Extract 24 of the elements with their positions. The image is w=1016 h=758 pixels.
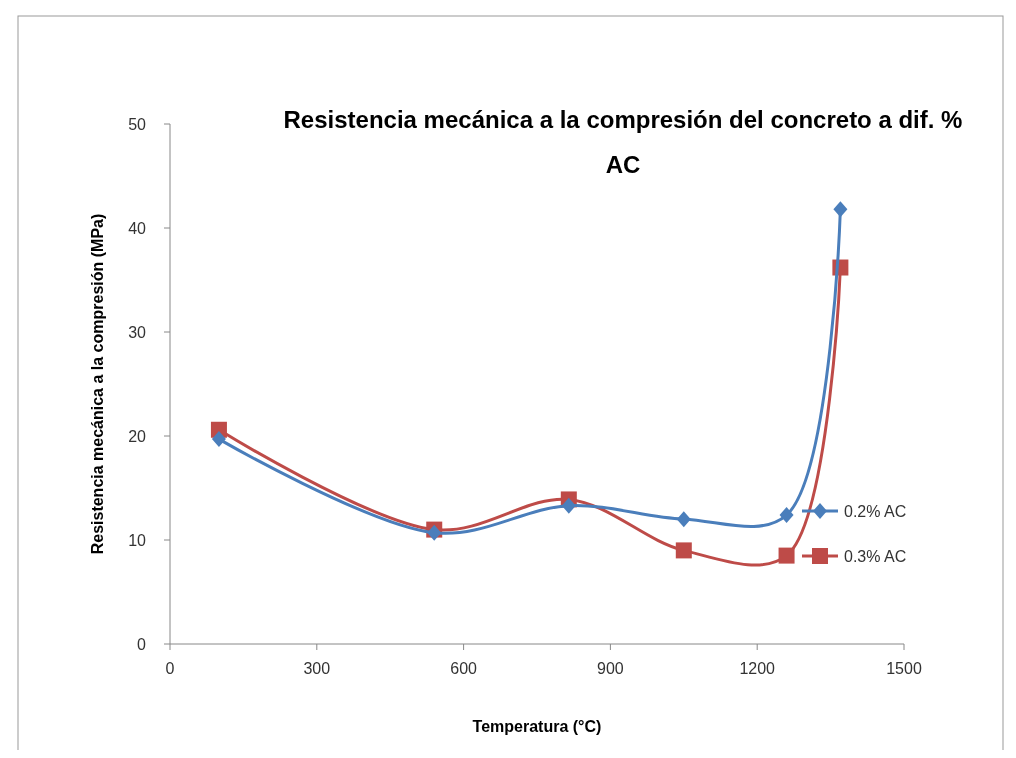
point xyxy=(833,201,848,218)
x-tick-label: 1500 xyxy=(886,660,922,677)
y-tick-label: 20 xyxy=(128,428,147,445)
point xyxy=(779,507,794,524)
x-tick-label: 600 xyxy=(450,660,478,677)
y-tick-label: 0 xyxy=(137,636,147,653)
x-tick-label: 0 xyxy=(165,660,175,677)
y-tick-label: 30 xyxy=(128,324,147,341)
point xyxy=(675,542,692,559)
x-axis-title: Temperatura (°C) xyxy=(472,718,602,735)
legend-label: 0.2% AC xyxy=(844,503,907,520)
x-tick-label: 1200 xyxy=(739,660,776,677)
y-tick-label: 10 xyxy=(128,532,147,549)
x-tick-label: 300 xyxy=(303,660,331,677)
y-tick-label: 40 xyxy=(128,220,147,237)
x-tick-label: 900 xyxy=(597,660,624,677)
point xyxy=(561,497,576,514)
chart-title: Resistencia mecánica a la compresión del concreto a dif. % AC xyxy=(283,106,963,178)
point xyxy=(211,431,226,448)
y-tick-label: 50 xyxy=(128,116,147,133)
legend-label: 0.3% AC xyxy=(844,548,907,565)
point xyxy=(676,511,691,528)
point xyxy=(778,547,795,564)
y-axis-title: Resistencia mecánica a la compresión (MPa) xyxy=(89,213,106,555)
